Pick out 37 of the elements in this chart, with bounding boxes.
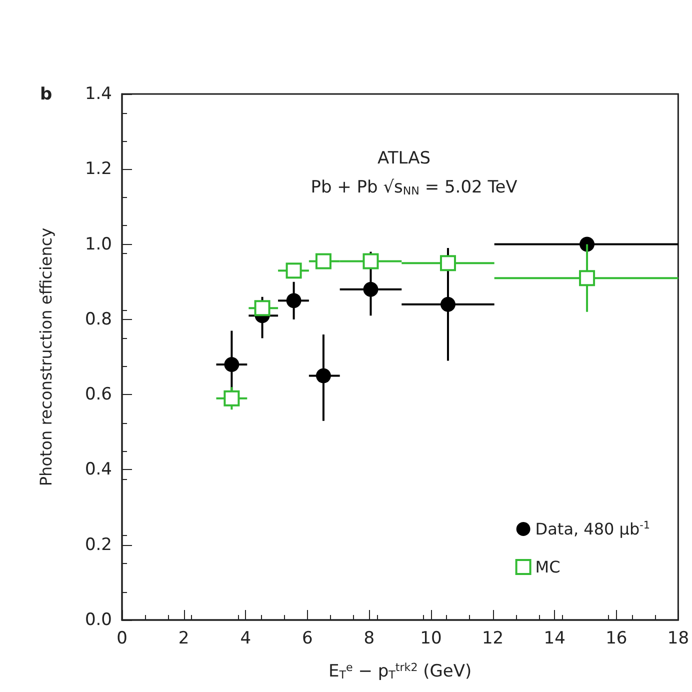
y-tick-label: 0.8 xyxy=(84,309,112,330)
y-tick-label: 0.6 xyxy=(84,384,112,405)
x-tick-label: 8 xyxy=(364,628,375,648)
x-tick-label: 12 xyxy=(482,628,504,648)
point xyxy=(362,253,379,270)
point xyxy=(224,390,240,406)
point xyxy=(440,296,456,312)
text: b xyxy=(40,84,52,104)
point xyxy=(316,368,331,384)
x-tick-label: 14 xyxy=(544,628,566,648)
point xyxy=(254,300,270,316)
x-tick-label: 0 xyxy=(116,628,128,648)
x-tick-label: 6 xyxy=(302,628,313,648)
point xyxy=(224,357,240,372)
point xyxy=(286,293,302,308)
y-tick-label: 1.4 xyxy=(84,84,112,104)
annotation: Pb + Pb √sNN = 5.02 TeV xyxy=(310,177,518,198)
y-tick-label: 1.2 xyxy=(84,159,112,180)
point xyxy=(363,282,378,297)
y-axis-title: Photon reconstruction efficiency xyxy=(36,228,56,486)
x-axis-title: ETe − pTtrk2 (GeV) xyxy=(328,661,472,682)
x-tick-label: 18 xyxy=(667,628,690,648)
y-tick-label: 0.2 xyxy=(84,534,112,555)
point xyxy=(580,236,595,252)
y-tick-label: 0.0 xyxy=(84,610,112,630)
y-tick-label: 1.0 xyxy=(84,234,112,254)
legend-label: MC xyxy=(535,558,560,576)
x-tick-label: 2 xyxy=(178,628,190,648)
annotation: ATLAS xyxy=(378,148,430,168)
y-tick-label: 0.4 xyxy=(84,460,112,480)
point xyxy=(315,253,332,270)
x-tick-label: 4 xyxy=(240,628,252,648)
x-tick-label: 16 xyxy=(606,628,628,648)
point xyxy=(286,262,302,279)
point xyxy=(440,255,456,272)
point xyxy=(579,270,596,286)
x-tick-label: 10 xyxy=(420,628,442,648)
